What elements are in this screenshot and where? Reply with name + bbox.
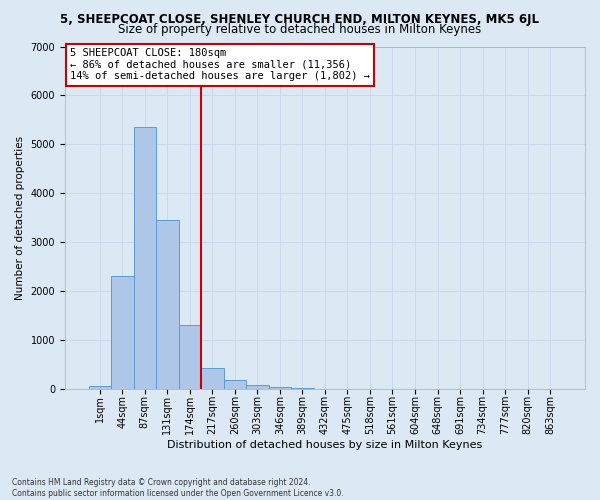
Bar <box>201 368 224 388</box>
Bar <box>134 127 156 388</box>
Bar <box>156 220 179 388</box>
Bar <box>269 387 291 388</box>
Bar <box>89 386 111 388</box>
Bar <box>246 385 269 388</box>
Text: 5 SHEEPCOAT CLOSE: 180sqm
← 86% of detached houses are smaller (11,356)
14% of s: 5 SHEEPCOAT CLOSE: 180sqm ← 86% of detac… <box>70 48 370 82</box>
Bar <box>179 325 201 388</box>
Text: 5, SHEEPCOAT CLOSE, SHENLEY CHURCH END, MILTON KEYNES, MK5 6JL: 5, SHEEPCOAT CLOSE, SHENLEY CHURCH END, … <box>61 12 539 26</box>
Bar <box>224 380 246 388</box>
X-axis label: Distribution of detached houses by size in Milton Keynes: Distribution of detached houses by size … <box>167 440 482 450</box>
Text: Contains HM Land Registry data © Crown copyright and database right 2024.
Contai: Contains HM Land Registry data © Crown c… <box>12 478 344 498</box>
Y-axis label: Number of detached properties: Number of detached properties <box>15 136 25 300</box>
Bar <box>111 276 134 388</box>
Text: Size of property relative to detached houses in Milton Keynes: Size of property relative to detached ho… <box>118 22 482 36</box>
